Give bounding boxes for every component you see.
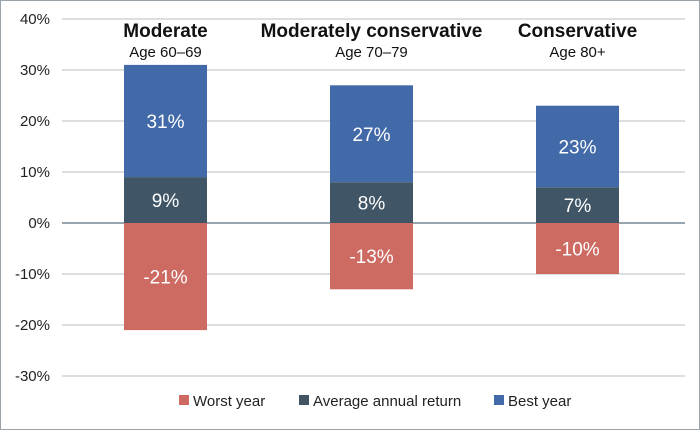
legend-swatch-best <box>494 395 504 405</box>
group-title: Moderate <box>123 21 207 42</box>
y-tick-label: -30% <box>15 368 50 385</box>
legend-swatch-avg <box>299 395 309 405</box>
group-subtitle: Age 70–79 <box>335 44 408 61</box>
data-label-average-annual-return: 8% <box>358 194 386 215</box>
bar-worst-year <box>330 223 413 290</box>
legend-swatch-worst <box>179 395 189 405</box>
data-label-worst-year: -10% <box>555 240 599 261</box>
group-subtitle: Age 60–69 <box>129 44 202 61</box>
bar-worst-year <box>536 223 619 274</box>
data-label-average-annual-return: 9% <box>152 191 180 212</box>
y-tick-label: 0% <box>28 215 50 232</box>
legend-label-avg: Average annual return <box>313 393 461 410</box>
bar-best-year <box>330 85 413 183</box>
y-tick-label: -20% <box>15 317 50 334</box>
data-label-worst-year: -21% <box>143 268 187 289</box>
y-tick-label: 20% <box>20 113 50 130</box>
data-label-best-year: 31% <box>146 112 184 133</box>
y-tick-label: 40% <box>20 11 50 28</box>
data-label-best-year: 23% <box>558 138 596 159</box>
data-label-best-year: 27% <box>352 125 390 146</box>
y-tick-label: -10% <box>15 266 50 283</box>
group-title: Moderately conservative <box>261 21 483 42</box>
legend-label-best: Best year <box>508 393 571 410</box>
group-title: Conservative <box>518 21 637 42</box>
y-tick-label: 30% <box>20 62 50 79</box>
data-label-average-annual-return: 7% <box>564 196 592 217</box>
data-label-worst-year: -13% <box>349 247 393 268</box>
bar-best-year <box>124 64 207 178</box>
bar-average-annual-return <box>330 182 413 223</box>
bar-best-year <box>536 105 619 188</box>
y-tick-label: 10% <box>20 164 50 181</box>
legend-label-worst: Worst year <box>193 393 265 410</box>
bar-worst-year <box>124 223 207 331</box>
bar-average-annual-return <box>536 187 619 223</box>
group-subtitle: Age 80+ <box>549 44 606 61</box>
bar-average-annual-return <box>124 177 207 223</box>
